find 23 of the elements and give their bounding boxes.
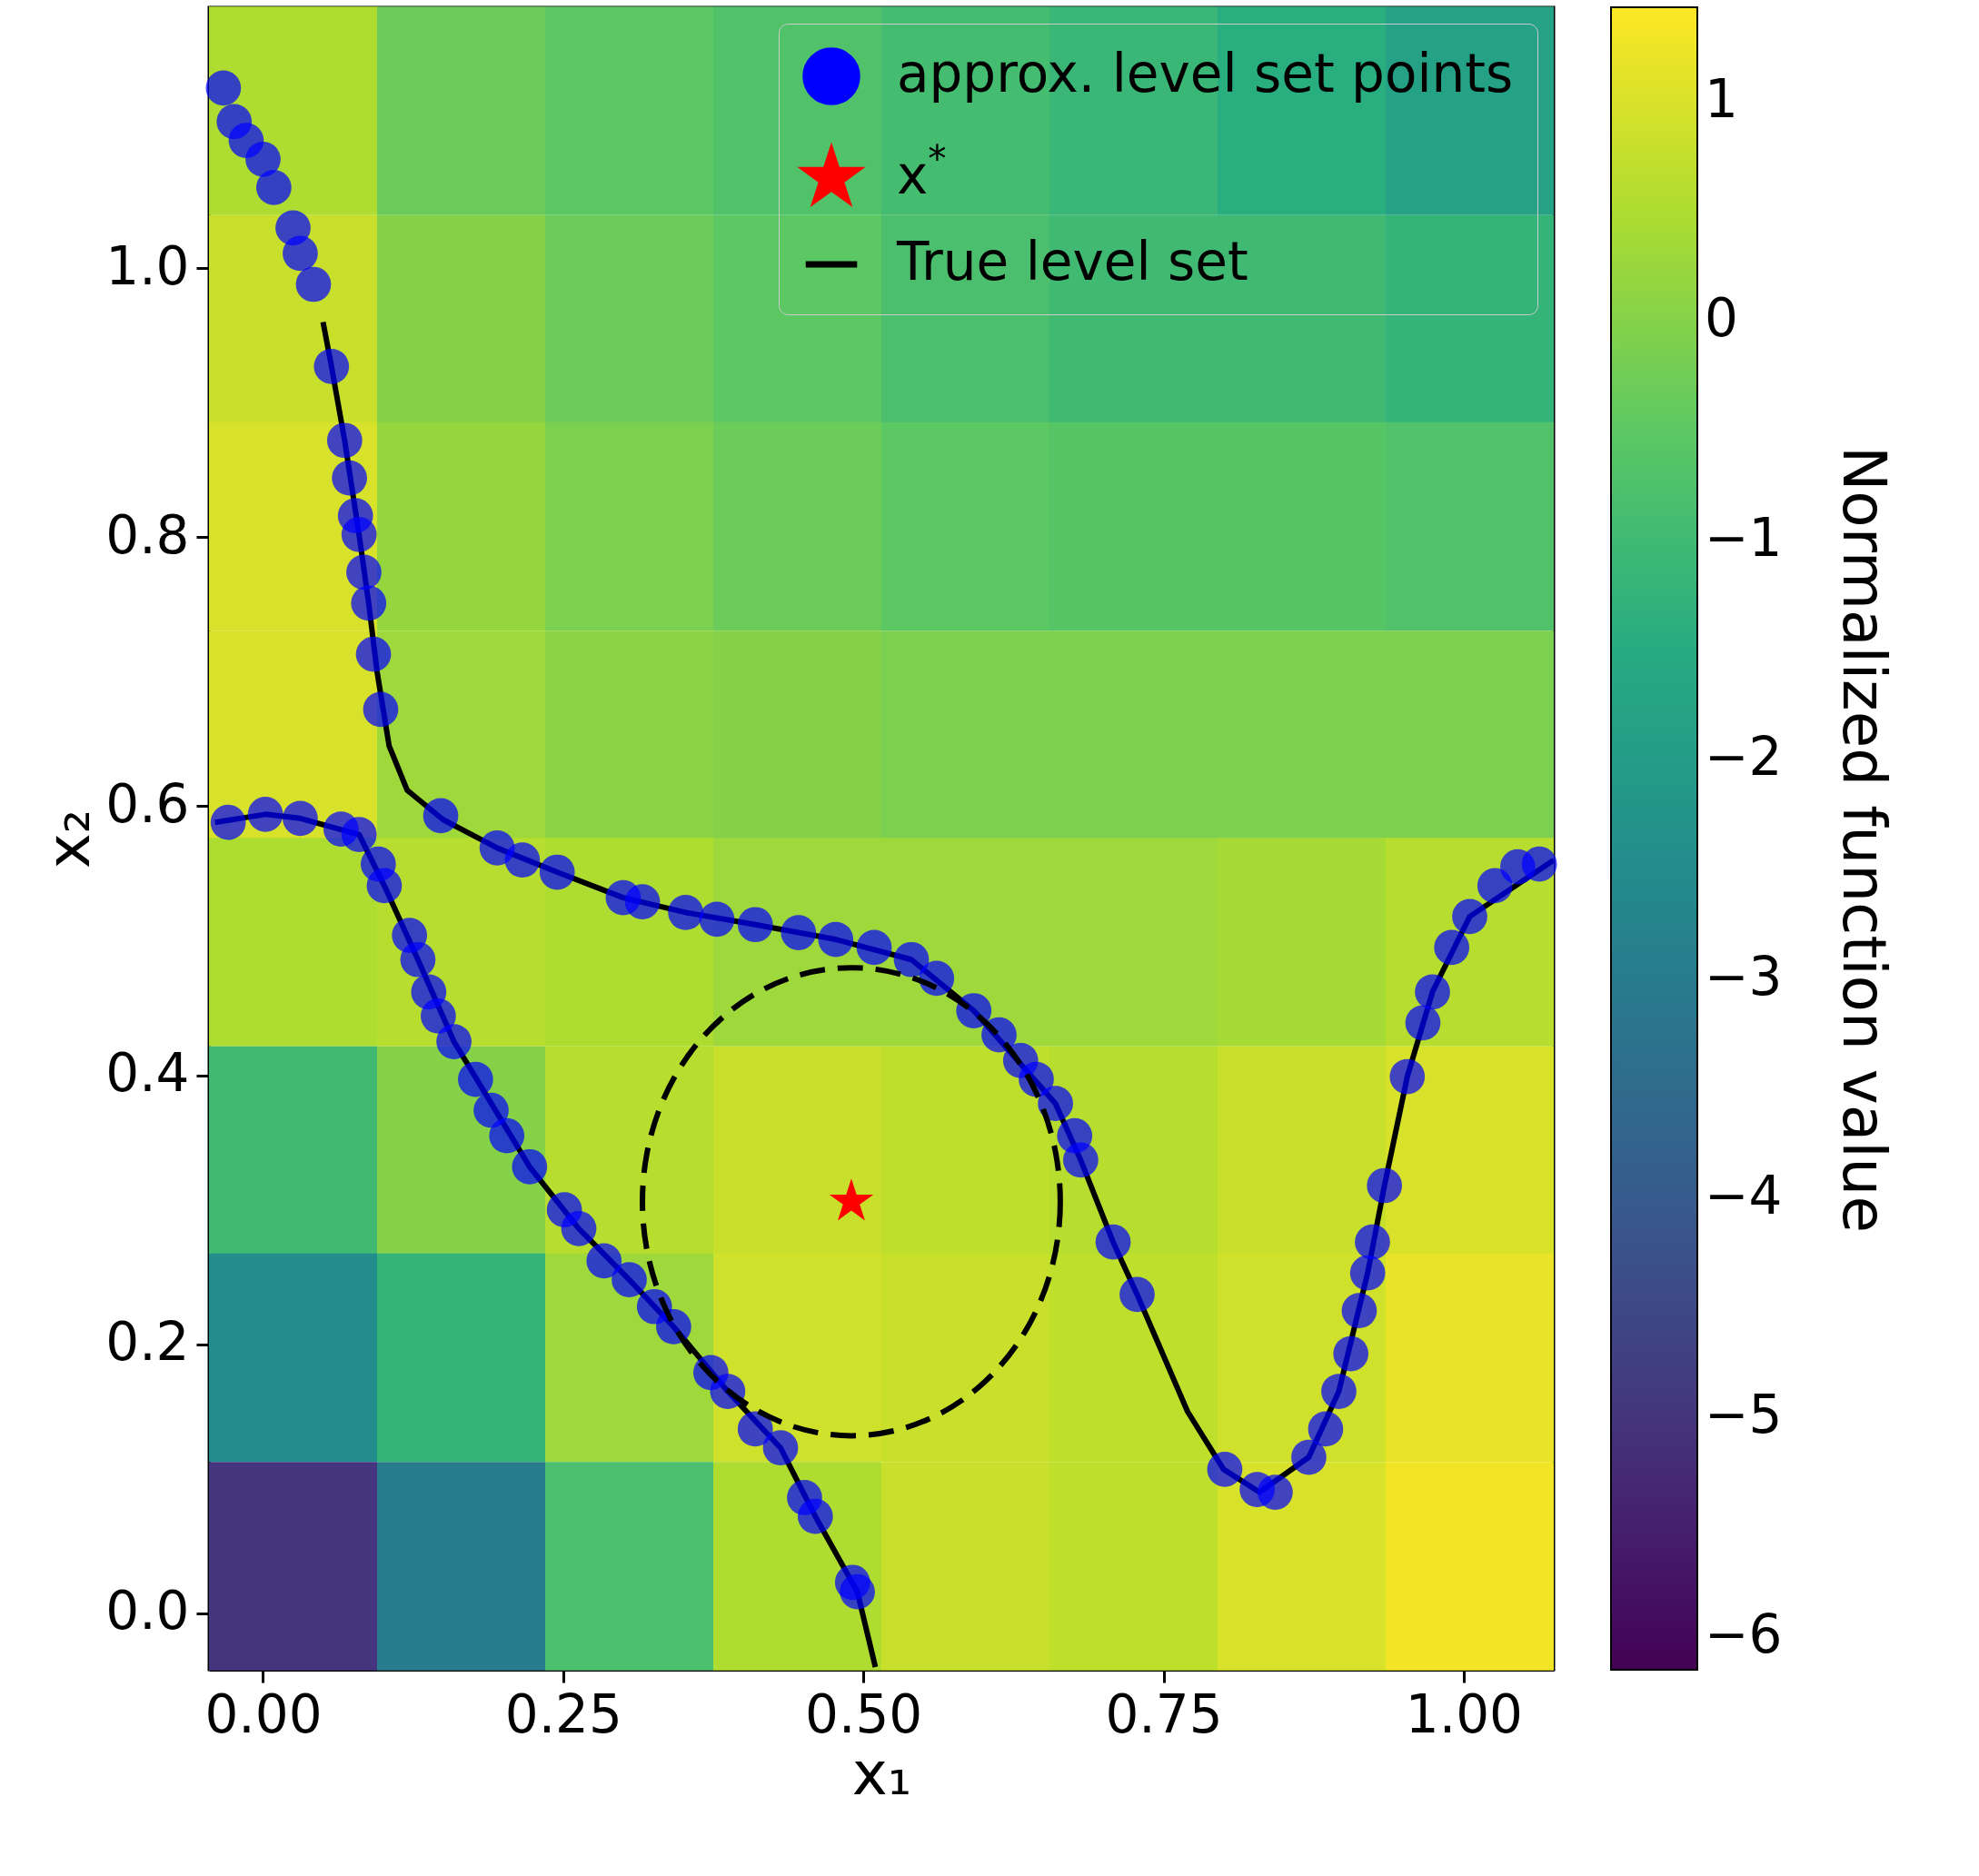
color-bar-label: 1 [1705,67,1738,130]
color-bar-title: Normalized function value [1829,445,1899,1234]
x-tick-label: 1.00 [1405,1682,1523,1745]
color-bar-label: −3 [1705,945,1783,1007]
color-bar-label: −2 [1705,726,1783,789]
x-tick-label: 0.75 [1105,1682,1223,1745]
color-bar-label: −5 [1705,1384,1783,1446]
color-bar-label: −4 [1705,1164,1783,1226]
legend-label: x$^{*}$ [897,137,947,206]
x-tick-label: 0.00 [204,1682,323,1745]
y-tick-label: 0.8 [105,503,190,566]
legend-label: approx. level set points [897,43,1514,104]
color-bar-label: −1 [1705,506,1783,569]
y-tick-label: 0.6 [105,772,190,835]
y-tick-label: 0.2 [105,1311,190,1374]
color-bar-label: 0 [1705,287,1738,350]
color-bar-label: −6 [1705,1603,1783,1665]
y-tick-label: 0.4 [105,1042,190,1105]
y-tick-label: 0.0 [105,1580,190,1643]
x-tick-label: 0.25 [504,1682,622,1745]
y-axis-title: x₂ [34,809,104,869]
legend-label: True level set [896,231,1248,293]
y-tick-label: 1.0 [105,234,190,297]
